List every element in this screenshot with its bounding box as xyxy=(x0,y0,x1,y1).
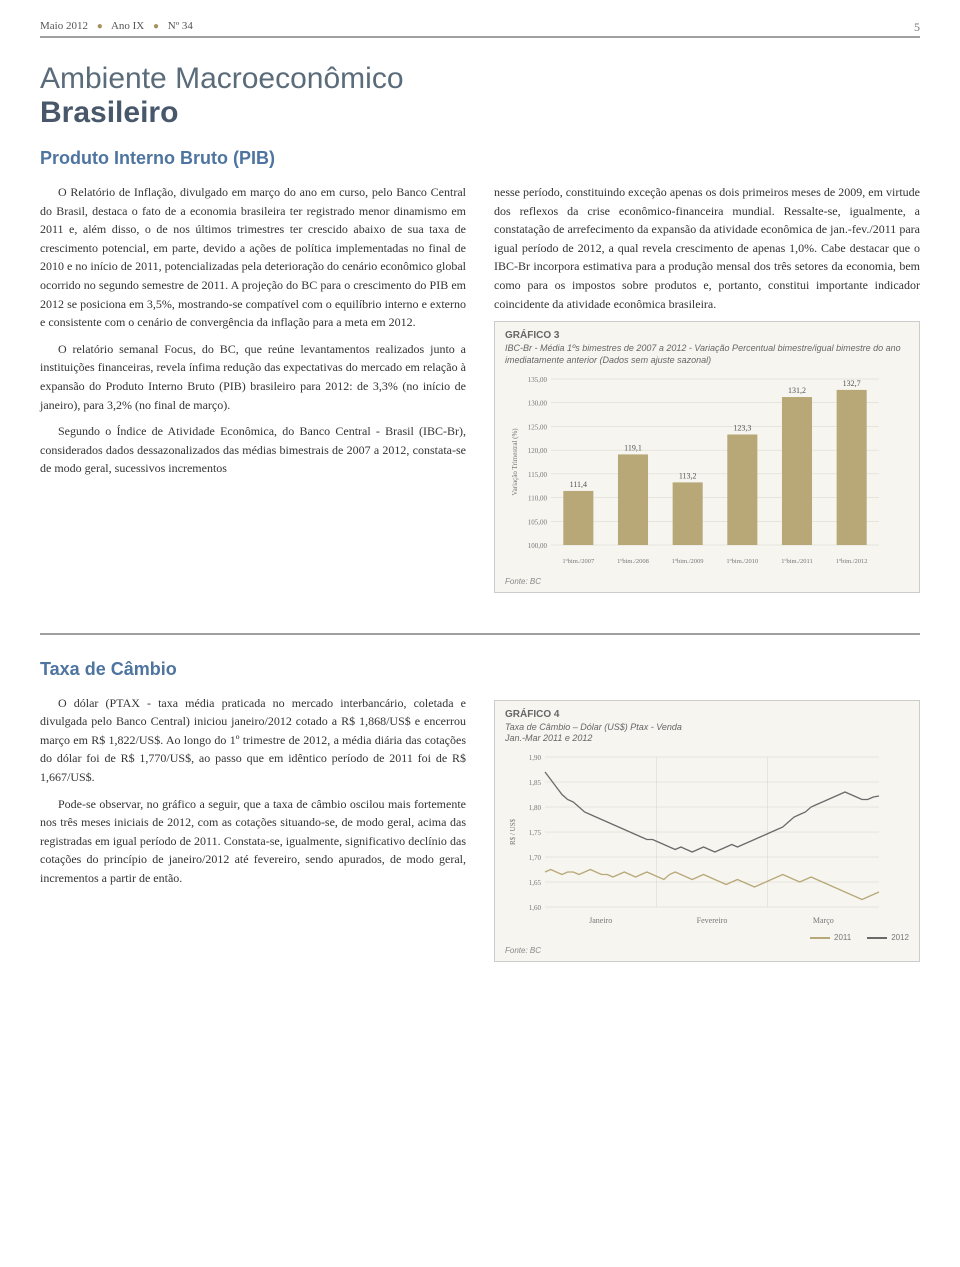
pib-col-right: nesse período, constituindo exceção apen… xyxy=(494,183,920,593)
svg-text:115,00: 115,00 xyxy=(528,470,547,478)
section-divider xyxy=(40,633,920,635)
svg-text:1ºbim./2009: 1ºbim./2009 xyxy=(672,558,704,565)
svg-text:1,90: 1,90 xyxy=(529,754,542,762)
svg-text:1,70: 1,70 xyxy=(529,854,542,862)
svg-text:1ºbim./2008: 1ºbim./2008 xyxy=(617,558,649,565)
chart4-container: GRÁFICO 4 Taxa de Câmbio – Dólar (US$) P… xyxy=(494,700,920,962)
cambio-para-1: O dólar (PTAX - taxa média praticada no … xyxy=(40,694,466,787)
header-month: Maio 2012 xyxy=(40,20,88,32)
section-title-cambio: Taxa de Câmbio xyxy=(40,659,920,680)
svg-text:Março: Março xyxy=(813,916,834,925)
chart3-plot: 100,00 105,00 110,00 115,00 120,00 125,00 130,… xyxy=(505,373,909,573)
header-num: Nº 34 xyxy=(168,20,193,32)
dot-icon: ● xyxy=(97,21,103,32)
cambio-columns: O dólar (PTAX - taxa média praticada no … xyxy=(40,694,920,962)
section-title-pib: Produto Interno Bruto (PIB) xyxy=(40,148,920,169)
legend-2011: 2011 xyxy=(810,933,851,942)
svg-text:100,00: 100,00 xyxy=(528,542,548,550)
svg-text:R$ / US$: R$ / US$ xyxy=(509,818,517,845)
cambio-col-right: GRÁFICO 4 Taxa de Câmbio – Dólar (US$) P… xyxy=(494,694,920,962)
svg-text:1,75: 1,75 xyxy=(529,829,542,837)
svg-text:1ºbim./2012: 1ºbim./2012 xyxy=(836,558,868,565)
svg-text:111,4: 111,4 xyxy=(570,479,587,488)
svg-text:123,3: 123,3 xyxy=(733,423,751,432)
svg-text:Variação Trimestral (%): Variação Trimestral (%) xyxy=(511,427,519,495)
svg-text:135,00: 135,00 xyxy=(528,376,548,384)
cambio-col-left: O dólar (PTAX - taxa média praticada no … xyxy=(40,694,466,962)
header-ano: Ano IX xyxy=(111,20,144,32)
svg-text:1ºbim./2007: 1ºbim./2007 xyxy=(562,558,595,565)
chart4-svg: 1,60 1,65 1,70 1,75 1,80 1,85 1,90 R$ / US$ Jane… xyxy=(505,751,885,931)
svg-text:119,1: 119,1 xyxy=(624,443,642,452)
chart3-subtitle: IBC-Br - Média 1ºs bimestres de 2007 a 2… xyxy=(505,343,909,366)
chart3-container: GRÁFICO 3 IBC-Br - Média 1ºs bimestres d… xyxy=(494,321,920,592)
legend-2012: 2012 xyxy=(867,933,909,942)
chart4-source: Fonte: BC xyxy=(505,946,909,955)
chart4-label: GRÁFICO 4 xyxy=(505,709,909,720)
page-header: Maio 2012 ● Ano IX ● Nº 34 xyxy=(40,20,920,32)
pib-columns: O Relatório de Inflação, divulgado em ma… xyxy=(40,183,920,593)
svg-text:1,65: 1,65 xyxy=(529,879,542,887)
chart4-plot: 1,60 1,65 1,70 1,75 1,80 1,85 1,90 R$ / US$ Jane… xyxy=(505,751,909,931)
pib-para-4: nesse período, constituindo exceção apen… xyxy=(494,183,920,313)
svg-text:113,2: 113,2 xyxy=(679,471,697,480)
svg-text:1,80: 1,80 xyxy=(529,804,542,812)
dot-icon: ● xyxy=(153,21,159,32)
svg-text:130,00: 130,00 xyxy=(528,399,548,407)
svg-text:1,85: 1,85 xyxy=(529,779,542,787)
svg-text:1,60: 1,60 xyxy=(529,904,542,912)
main-title-line1: Ambiente Macroeconômico xyxy=(40,62,920,96)
svg-text:Fevereiro: Fevereiro xyxy=(697,916,728,925)
cambio-para-2: Pode-se observar, no gráfico a seguir, q… xyxy=(40,795,466,888)
chart3-source: Fonte: BC xyxy=(505,577,909,586)
chart4-subtitle: Taxa de Câmbio – Dólar (US$) Ptax - Vend… xyxy=(505,722,909,745)
page-number: 5 xyxy=(914,20,920,35)
svg-text:120,00: 120,00 xyxy=(528,447,548,455)
svg-text:131,2: 131,2 xyxy=(788,386,806,395)
chart3-svg: 100,00 105,00 110,00 115,00 120,00 125,00 130,… xyxy=(505,373,885,573)
svg-text:132,7: 132,7 xyxy=(843,378,861,387)
svg-text:105,00: 105,00 xyxy=(528,518,548,526)
svg-text:1ºbim./2010: 1ºbim./2010 xyxy=(726,558,758,565)
pib-para-1: O Relatório de Inflação, divulgado em ma… xyxy=(40,183,466,332)
chart4-legend: 2011 2012 xyxy=(505,933,909,942)
svg-text:1ºbim./2011: 1ºbim./2011 xyxy=(781,558,813,565)
svg-text:125,00: 125,00 xyxy=(528,423,548,431)
chart3-label: GRÁFICO 3 xyxy=(505,330,909,341)
header-rule: 5 xyxy=(40,36,920,38)
pib-para-2: O relatório semanal Focus, do BC, que re… xyxy=(40,340,466,414)
pib-para-3: Segundo o Índice de Atividade Econômica,… xyxy=(40,422,466,478)
svg-text:110,00: 110,00 xyxy=(528,494,547,502)
pib-col-left: O Relatório de Inflação, divulgado em ma… xyxy=(40,183,466,593)
svg-text:Janeiro: Janeiro xyxy=(589,916,612,925)
main-title-line2: Brasileiro xyxy=(40,96,920,130)
